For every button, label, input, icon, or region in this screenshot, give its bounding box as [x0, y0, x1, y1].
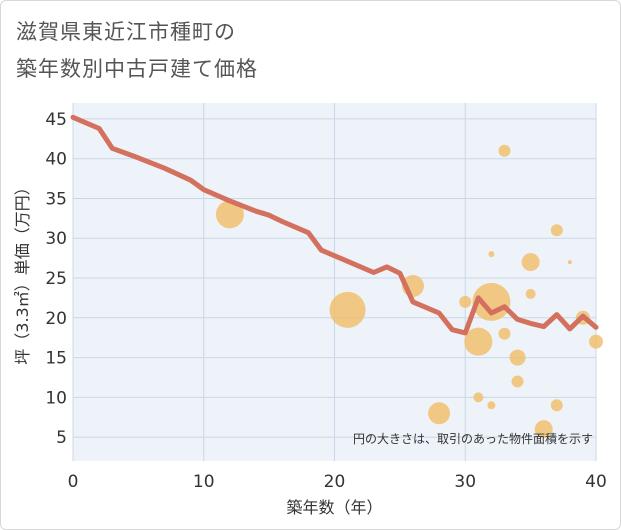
bubble-point	[428, 402, 451, 425]
bubble-point	[589, 334, 603, 349]
bubble-point	[487, 401, 496, 410]
bubble-point	[464, 327, 493, 356]
y-tick-label: 45	[45, 110, 67, 130]
x-tick-label: 10	[193, 472, 215, 492]
bubble-point	[534, 420, 553, 439]
x-axis-label: 築年数（年）	[286, 498, 382, 517]
bubble-point	[521, 253, 540, 272]
bubble-point	[509, 349, 526, 366]
x-tick-label: 20	[324, 472, 346, 492]
y-axis-label: 坪（3.3㎡）単価（万円）	[13, 179, 32, 364]
bubble-point	[472, 282, 511, 321]
y-tick-label: 5	[56, 428, 67, 448]
title-line-1: 滋賀県東近江市種町の	[16, 20, 236, 44]
bubble-point	[498, 327, 511, 340]
y-tick-label: 10	[45, 388, 67, 408]
bubble-point	[525, 288, 536, 299]
bubble-point	[511, 375, 524, 388]
bubble-point	[488, 251, 495, 258]
bubble-point	[550, 224, 563, 237]
y-tick-label: 40	[45, 150, 67, 170]
price-trend-line	[70, 114, 599, 336]
y-tick-label: 35	[45, 189, 67, 209]
x-tick-label: 30	[454, 472, 476, 492]
chart-title: 滋賀県東近江市種町の 築年数別中古戸建て価格	[16, 14, 258, 88]
bubble-size-note: 円の大きさは、取引のあった物件面積を示す	[353, 431, 593, 446]
y-tick-label: 30	[45, 229, 67, 249]
x-tick-label: 40	[585, 472, 607, 492]
title-line-2: 築年数別中古戸建て価格	[16, 57, 258, 81]
y-tick-label: 25	[45, 269, 67, 289]
y-tick-label: 15	[45, 349, 67, 369]
x-tick-label: 0	[68, 472, 79, 492]
bubble-point	[459, 295, 472, 308]
bubble-point	[329, 291, 366, 328]
y-tick-label: 20	[45, 309, 67, 329]
bubble-point	[567, 260, 572, 265]
bubble-point	[473, 392, 484, 403]
bubble-point	[550, 399, 563, 412]
bubble-point	[498, 144, 511, 157]
y-tick-labels: 5 10 15 20 25 30 35 40 45	[45, 110, 67, 448]
bubble-point	[215, 200, 244, 229]
x-tick-labels: 0 10 20 30 40	[68, 472, 607, 492]
bubble-series	[215, 144, 603, 439]
